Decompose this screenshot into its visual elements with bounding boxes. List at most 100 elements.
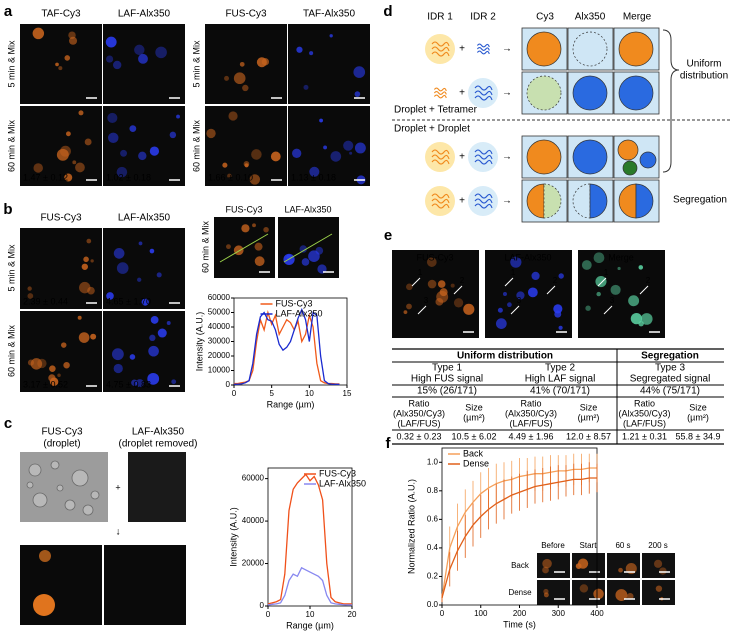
table-column-header: Ratio [520,398,541,408]
column-header: TAF-Alx350 [303,9,355,20]
droplet-result [526,31,562,67]
y-tick-label: 0 [226,380,231,389]
droplet-result [635,183,654,219]
table-column-header: (LAF/FUS) [623,418,666,428]
x-axis-label: Range (µm) [267,399,315,409]
chain [476,47,490,51]
droplet-spot [403,310,408,315]
micrograph [103,228,185,309]
chain [431,193,450,199]
droplet-spot [30,358,43,370]
arrow: → [502,88,512,99]
droplet-spot [579,584,589,593]
x-tick-label: 0 [232,389,237,398]
droplet-result [526,139,562,175]
data-line [267,473,352,605]
ratio-value: 4.65 ± 1.70 [106,296,151,306]
image-header: LAF-Alx350 [504,252,551,262]
outcome-label: Segregation [673,195,727,206]
droplet-spot [120,149,128,157]
chain [474,198,493,204]
droplet-spot [610,284,621,295]
chain [474,95,493,101]
droplet-result [572,75,608,111]
droplet-spot [81,263,88,270]
plus-sign: + [459,44,465,55]
table-column-header: (µm²) [687,412,709,422]
droplet-spot [105,36,117,48]
micrograph [103,106,185,186]
marker-label: 1 [604,268,609,277]
droplet-spot [655,585,663,592]
droplet-spot [497,307,503,313]
droplet-spot [32,27,45,40]
profile-line [283,233,333,263]
micrograph [392,250,479,338]
dic-droplet [32,492,48,508]
droplet-spot [58,66,63,71]
table-column-header: (Alx350/Cy3) [618,408,670,418]
y-axis-label: Intensity (A.U.) [194,312,204,372]
droplet-result [572,139,608,175]
droplet-spot [150,316,159,324]
droplet-spot [303,84,309,90]
row-label: 60 min & Mix [191,119,201,172]
table-column-header: Size [465,402,483,412]
chain [474,85,493,91]
x-tick-label: 100 [474,609,488,618]
droplet-spot [60,145,71,157]
y-tick-label: 1.0 [427,457,439,466]
table-column-header: (Alx350/Cy3) [393,408,445,418]
chain [431,154,450,160]
group-label: Droplet + Droplet [394,124,470,135]
chain [431,41,450,47]
table-column-header: Ratio [408,398,429,408]
chain [476,43,490,48]
droplet-spot [593,588,604,600]
droplet-result [526,75,562,111]
data-line [234,310,340,385]
droplet-spot [261,58,270,66]
droplet-spot [254,242,263,251]
plus-sign: + [115,482,120,492]
droplet-spot [233,245,244,256]
chain [474,193,493,199]
inset-header: 200 s [648,541,668,550]
table-value: 0.32 ± 0.23 [397,431,442,441]
marker-label: 2 [553,276,558,285]
column-header: TAF-Cy3 [41,9,81,20]
column-header: Alx350 [575,12,606,23]
micrograph [642,580,675,605]
row-label: 5 min & Mix [6,40,16,88]
droplet-spot [111,348,124,361]
inset-header: 60 s [615,541,630,550]
column-header: IDR 2 [470,12,496,23]
droplet-spot [138,151,147,161]
droplet-spot [495,318,507,329]
droplet-spot [148,345,159,357]
panel-label: d [383,3,392,20]
legend-label: LAF-Alx350 [319,478,366,488]
micrograph [20,106,102,186]
chain [433,87,447,92]
droplet-spot [129,354,136,360]
dic-droplet [56,484,64,492]
row-label: 60 min & Mix [6,119,16,172]
plus-sign: + [459,88,465,99]
droplet-spot [241,224,250,233]
micrograph [205,24,287,104]
droplet-spot [437,280,446,288]
y-tick-label: 60000 [208,293,231,302]
droplet-spot [61,342,67,348]
droplet-spot [155,46,167,59]
ratio-value: 1.02 ± 0.18 [106,172,151,182]
table-group: Uniform distribution [457,351,553,362]
droplet-spot [309,51,314,56]
droplet-spot [343,140,354,151]
droplet-spot [138,241,143,246]
table-type: Type 1 [432,363,462,374]
y-tick-label: 30000 [208,337,231,346]
table-fraction: 41% (70/171) [530,386,590,397]
panel-label: c [4,415,12,432]
droplet-spot [48,374,56,382]
